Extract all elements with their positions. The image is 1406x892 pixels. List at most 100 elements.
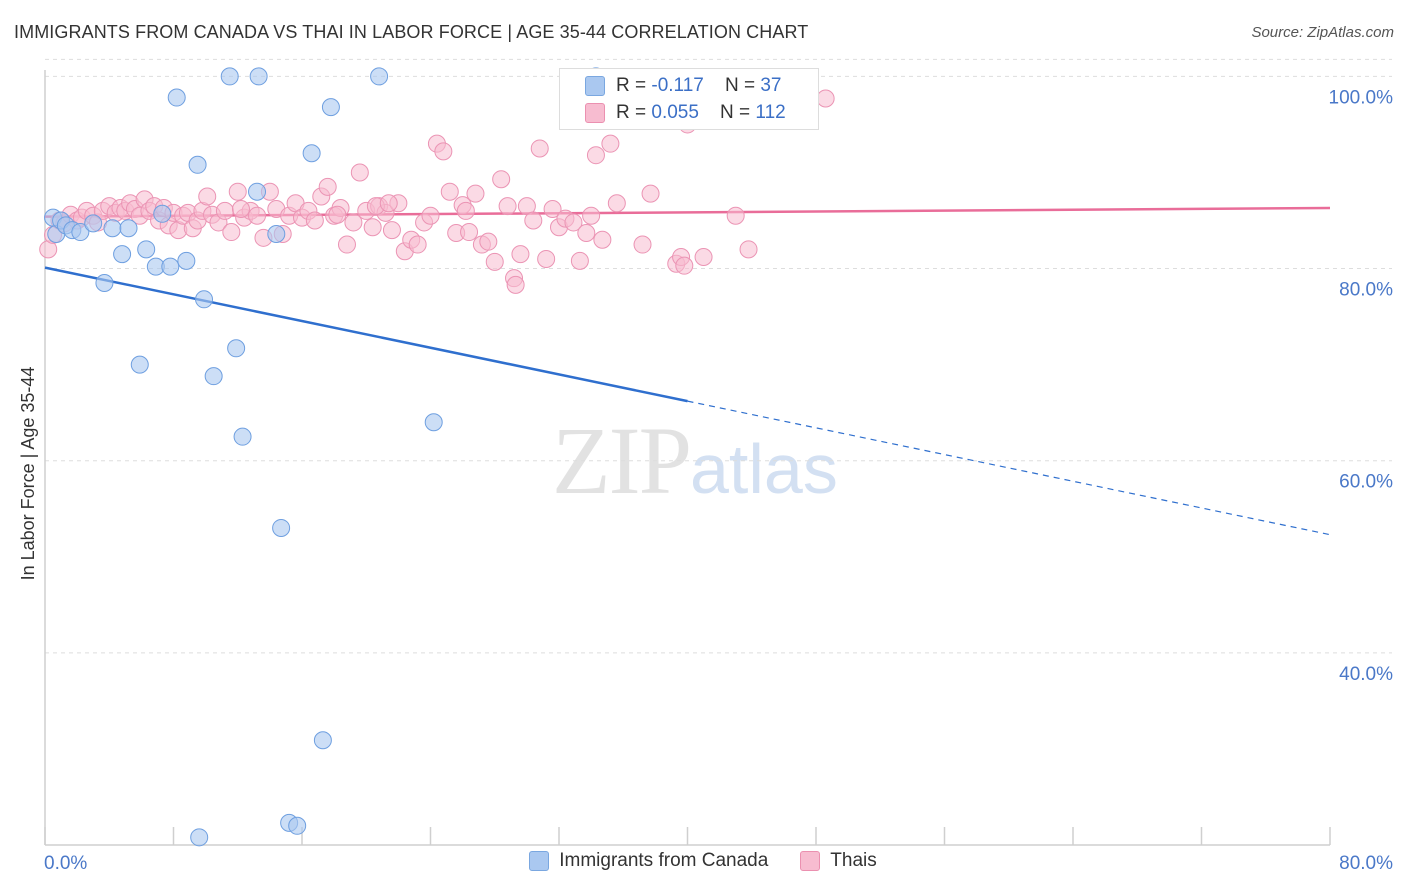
- n-value: 112: [755, 102, 786, 123]
- tick-labels: 40.0% 60.0% 80.0% 100.0% 0.0% 80.0% In Labor F…: [18, 87, 1393, 874]
- point-thais: [479, 232, 498, 251]
- point-thais: [582, 206, 601, 225]
- point-thais: [739, 240, 758, 259]
- point-thais: [421, 206, 440, 225]
- point-thais: [593, 230, 612, 249]
- point-canada: [424, 413, 443, 432]
- point-thais: [485, 252, 504, 271]
- point-thais: [492, 170, 511, 189]
- point-canada: [249, 67, 268, 86]
- point-thais: [440, 182, 459, 201]
- point-thais: [198, 187, 217, 206]
- point-thais: [570, 251, 589, 270]
- point-thais: [363, 218, 382, 237]
- point-thais: [228, 182, 247, 201]
- point-canada: [95, 273, 114, 292]
- point-thais: [524, 211, 543, 230]
- point-thais: [408, 235, 427, 254]
- r-value: 0.055: [651, 102, 699, 123]
- point-thais: [816, 89, 835, 108]
- point-thais: [586, 146, 605, 165]
- point-thais: [511, 245, 530, 264]
- point-thais: [601, 134, 620, 153]
- point-thais: [543, 199, 562, 218]
- point-canada: [84, 214, 103, 233]
- chart-title: IMMIGRANTS FROM CANADA VS THAI IN LABOR …: [14, 22, 809, 42]
- point-thais: [530, 139, 549, 158]
- point-canada: [302, 144, 321, 163]
- point-canada: [248, 182, 267, 201]
- thais-swatch: [585, 103, 605, 123]
- legend-label-thais: Thais: [830, 850, 877, 871]
- legend-item-thais[interactable]: Thais: [800, 850, 877, 872]
- x-tick-label: 0.0%: [44, 853, 87, 874]
- point-canada: [153, 204, 172, 223]
- point-canada: [227, 339, 246, 358]
- source-label: Source: ZipAtlas.com: [1251, 24, 1394, 41]
- point-canada: [288, 816, 307, 835]
- point-thais: [328, 205, 347, 224]
- point-canada: [321, 98, 340, 117]
- point-canada: [137, 240, 156, 259]
- point-canada: [313, 731, 332, 750]
- r-label: R =: [616, 75, 652, 96]
- point-thais: [633, 235, 652, 254]
- y-tick-label: 60.0%: [1339, 472, 1393, 493]
- axes: [44, 70, 1331, 846]
- point-thais: [382, 221, 401, 240]
- r-label: R =: [616, 102, 652, 123]
- point-thais: [537, 249, 556, 268]
- point-thais: [350, 163, 369, 182]
- point-thais: [726, 206, 745, 225]
- point-thais: [577, 224, 596, 243]
- point-thais: [248, 206, 267, 225]
- point-canada: [71, 223, 90, 242]
- point-canada: [195, 290, 214, 309]
- point-thais: [675, 256, 694, 275]
- point-canada: [167, 88, 186, 107]
- point-canada: [113, 245, 132, 264]
- point-thais: [318, 177, 337, 196]
- point-canada: [370, 67, 389, 86]
- point-thais: [460, 223, 479, 242]
- point-thais: [506, 275, 525, 294]
- point-thais: [498, 197, 517, 216]
- point-thais: [694, 248, 713, 267]
- point-canada: [130, 355, 149, 374]
- point-canada: [161, 257, 180, 276]
- point-canada: [233, 427, 252, 446]
- point-canada: [119, 219, 138, 238]
- x-tick-label: 80.0%: [1339, 853, 1393, 874]
- point-canada: [204, 367, 223, 386]
- point-thais: [564, 213, 583, 232]
- legend-item-canada[interactable]: Immigrants from Canada: [529, 850, 768, 872]
- point-thais: [231, 199, 250, 218]
- point-canada: [267, 224, 286, 243]
- y-tick-label: 80.0%: [1339, 280, 1393, 301]
- point-thais: [222, 223, 241, 242]
- point-canada: [177, 251, 196, 270]
- point-canada: [272, 518, 291, 537]
- point-canada: [220, 67, 239, 86]
- legend-swatch-thais: [800, 851, 821, 871]
- n-label: N =: [724, 75, 761, 96]
- point-thais: [466, 184, 485, 203]
- watermark-atlas: atlas: [690, 430, 838, 508]
- y-axis-label: In Labor Force | Age 35-44: [18, 367, 38, 581]
- r-value: -0.117: [651, 75, 704, 96]
- point-thais: [215, 201, 234, 220]
- legend-swatch-canada: [529, 851, 550, 871]
- legend: Immigrants from Canada Thais: [0, 850, 1406, 872]
- point-thais: [641, 184, 660, 203]
- stats-box: R = -0.117 N = 37 R = 0.055 N = 112: [559, 68, 819, 130]
- trend-line-canada-extrapolated: [687, 400, 1331, 536]
- point-thais: [305, 211, 324, 230]
- point-thais: [434, 142, 453, 161]
- point-thais: [379, 194, 398, 213]
- point-thais: [456, 201, 475, 220]
- n-value: 37: [760, 75, 782, 96]
- point-thais: [344, 213, 363, 232]
- data-points: [39, 67, 835, 847]
- y-tick-label: 40.0%: [1339, 664, 1393, 685]
